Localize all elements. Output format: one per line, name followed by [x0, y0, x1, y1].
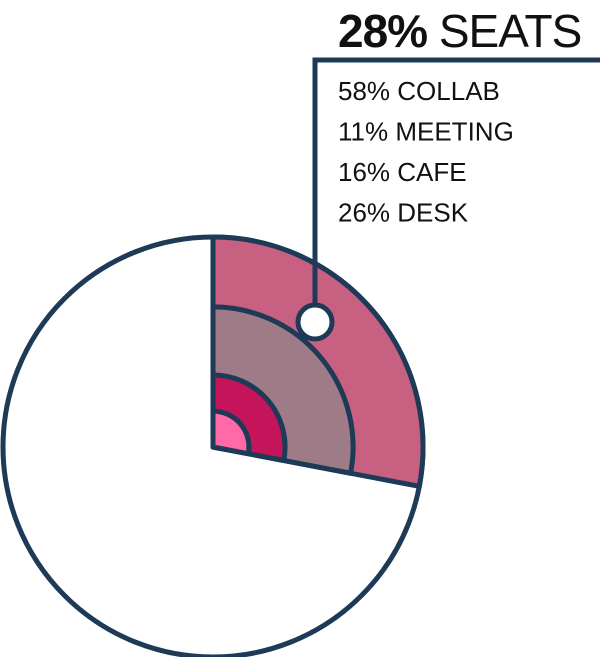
- item-label: DESK: [397, 198, 468, 228]
- item-value: 58%: [338, 76, 390, 106]
- item-label: CAFE: [397, 157, 466, 187]
- headline-title: SEATS: [439, 5, 581, 57]
- callout-line: [312, 57, 600, 305]
- wedge-ring: [210, 408, 252, 457]
- headline-value: 28%: [338, 5, 427, 57]
- item-label: MEETING: [395, 117, 513, 147]
- breakdown-item: 16% CAFE: [338, 157, 467, 187]
- breakdown-item: 26% DESK: [338, 198, 469, 228]
- breakdown-item: 58% COLLAB: [338, 76, 500, 106]
- item-value: 11%: [338, 117, 388, 147]
- breakdown-item: 11% MEETING: [338, 117, 514, 147]
- headline: 28% SEATS: [338, 5, 581, 57]
- item-label: COLLAB: [397, 76, 500, 106]
- item-value: 16%: [338, 157, 390, 187]
- wedge-group: [210, 234, 426, 489]
- item-value: 26%: [338, 198, 390, 228]
- callout-dot: [295, 302, 335, 342]
